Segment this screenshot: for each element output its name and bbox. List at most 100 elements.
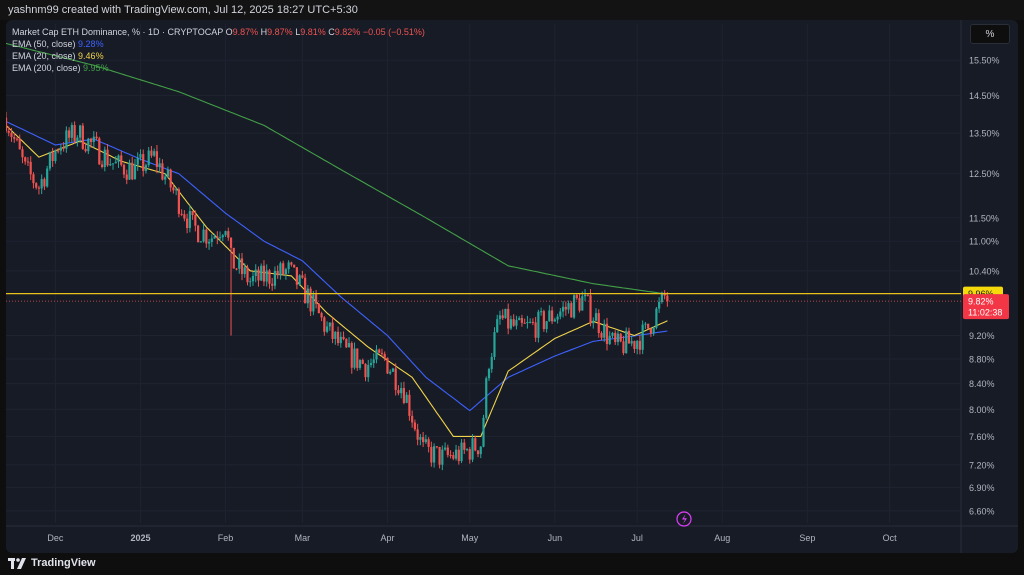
candle-body xyxy=(320,313,323,318)
candle-body xyxy=(24,157,27,162)
candle-body xyxy=(109,164,112,166)
candle-body xyxy=(627,330,631,344)
candle-body xyxy=(339,336,342,344)
lightning-icon[interactable] xyxy=(676,511,692,527)
candle-body xyxy=(68,130,71,138)
candle-body xyxy=(147,150,150,166)
candle-body xyxy=(485,378,488,418)
candle-body xyxy=(589,295,592,324)
candle-body xyxy=(180,213,183,215)
candle-body xyxy=(630,341,633,344)
ema50-name: EMA (50, close) xyxy=(12,39,76,49)
candle-body xyxy=(405,394,408,403)
event-marker[interactable] xyxy=(676,511,692,527)
candle-body xyxy=(512,319,515,326)
candle-body xyxy=(479,446,482,455)
candle-body xyxy=(411,415,414,423)
candle-body xyxy=(103,149,106,167)
candle-body xyxy=(122,164,126,175)
price-tick-label: 6.90% xyxy=(969,483,995,493)
candle-body xyxy=(78,125,82,138)
candle-body xyxy=(128,162,131,180)
candle-body xyxy=(76,137,79,142)
candle-body xyxy=(647,323,650,329)
candle-body xyxy=(523,322,526,324)
candle-body xyxy=(616,333,620,342)
svg-text:Market Cap ETH Dominance, % ·: Market Cap ETH Dominance, % · 1D · CRYPT… xyxy=(12,27,425,37)
candle-body xyxy=(125,174,128,180)
candle-body xyxy=(342,336,345,340)
price-tick-label: 8.40% xyxy=(969,379,995,389)
candle-body xyxy=(257,269,260,281)
candle-body xyxy=(449,454,452,456)
tradingview-brand[interactable]: TradingView xyxy=(8,557,96,569)
candle-body xyxy=(583,294,587,297)
candle-body xyxy=(177,189,180,214)
candle-body xyxy=(98,138,101,165)
price-tick-label: 9.20% xyxy=(969,331,995,341)
chart-panel[interactable]: 9.96%9.82%11:02:38 15.50% 14.50% 13.50% 12.… xyxy=(6,20,1018,553)
candle-body xyxy=(271,283,274,286)
candle-body xyxy=(441,449,444,465)
candle-body xyxy=(625,330,628,354)
unit-percent-button[interactable]: % xyxy=(970,24,1010,44)
candle-body xyxy=(235,268,238,270)
candle-body xyxy=(468,449,471,460)
candle-body xyxy=(397,389,400,394)
price-tick-label: 14.50% xyxy=(969,91,1000,101)
bar-countdown-text: 11:02:38 xyxy=(968,308,1002,318)
candle-body xyxy=(92,136,95,143)
brand-label: TradingView xyxy=(31,557,96,569)
header-bar: yashnm99 created with TradingView.com, J… xyxy=(0,0,1024,20)
candle-body xyxy=(114,161,117,164)
candle-body xyxy=(605,323,609,345)
candles xyxy=(6,111,669,471)
candle-body xyxy=(435,446,438,448)
candle-body xyxy=(372,359,375,364)
candle-body xyxy=(649,328,652,334)
candle-body xyxy=(166,169,170,177)
candle-body xyxy=(287,262,290,270)
candle-body xyxy=(26,161,30,163)
candle-body xyxy=(169,169,172,188)
svg-text:EMA (20, close) 9.46%: EMA (20, close) 9.46% xyxy=(12,51,104,61)
candle-body xyxy=(655,308,658,328)
price-tick-label: 12.50% xyxy=(969,169,1000,179)
candle-body xyxy=(619,333,622,342)
candle-body xyxy=(232,247,235,269)
ema50-value: 9.28% xyxy=(78,39,104,49)
candle-body xyxy=(369,363,373,366)
price-tick-label: 11.00% xyxy=(969,237,999,247)
candle-body xyxy=(218,237,222,239)
candle-body xyxy=(210,238,213,242)
candle-body xyxy=(32,174,35,184)
candle-body xyxy=(457,449,460,462)
time-tick-label: 2025 xyxy=(130,533,150,543)
ema-lines xyxy=(6,42,668,437)
candle-body xyxy=(196,225,200,243)
candle-body xyxy=(216,236,219,238)
candle-body xyxy=(575,295,578,299)
candle-body xyxy=(301,275,304,278)
tradingview-logo-icon xyxy=(8,557,26,569)
candle-body xyxy=(353,348,356,368)
candle-body xyxy=(21,149,24,158)
candle-body xyxy=(155,151,159,167)
candle-body xyxy=(70,125,73,138)
candle-body xyxy=(578,298,581,311)
candle-body xyxy=(183,214,186,219)
candle-body xyxy=(520,318,524,323)
ema200-name: EMA (200, close) xyxy=(12,63,81,73)
candle-body xyxy=(380,352,384,354)
candle-body xyxy=(600,332,603,338)
candle-body xyxy=(120,155,123,165)
candle-body xyxy=(254,269,257,277)
svg-text:EMA (50, close) 9.28%: EMA (50, close) 9.28% xyxy=(12,39,104,49)
candle-body xyxy=(276,270,279,276)
candlestick-chart[interactable]: 9.96%9.82%11:02:38 15.50% 14.50% 13.50% 12.… xyxy=(6,20,1018,553)
candle-body xyxy=(117,155,120,162)
svg-text:EMA (200, close) 9.95%: EMA (200, close) 9.95% xyxy=(12,63,109,73)
candle-body xyxy=(84,148,87,152)
candle-body xyxy=(54,150,57,161)
candle-body xyxy=(89,138,93,143)
